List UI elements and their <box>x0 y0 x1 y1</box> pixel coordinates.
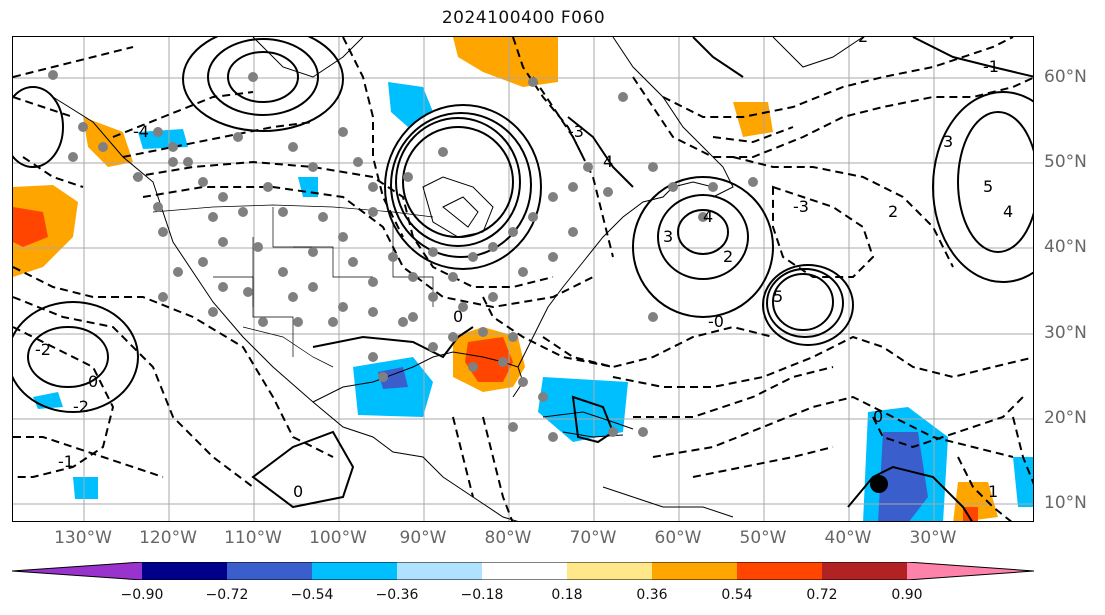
colorbar-tick: −0.72 <box>205 587 249 603</box>
mid-blue-fill-atlantic <box>878 432 928 521</box>
colorbar-tick: 0.90 <box>891 587 923 603</box>
red-fill-south <box>963 507 978 521</box>
colorbar-segment <box>482 562 567 580</box>
dashed-contours <box>13 37 1033 521</box>
blue-fill-caribbean <box>538 377 628 442</box>
orange-fill-northeast <box>453 37 558 87</box>
lat-label: 50°N <box>1044 152 1087 172</box>
lon-label: 80°W <box>484 528 532 548</box>
lon-label: 60°W <box>654 528 702 548</box>
colorbar-segment <box>12 562 142 580</box>
contour-label: -3 <box>793 197 809 216</box>
contour-label: 5 <box>983 177 993 196</box>
lat-label: 60°N <box>1044 67 1087 87</box>
colorbar <box>12 562 1034 580</box>
contour-label: -1 <box>58 452 74 471</box>
shaded-fields <box>13 37 1033 521</box>
lon-label: 30°W <box>909 528 957 548</box>
blue-fill-right <box>1013 457 1033 507</box>
contour-label: -2 <box>35 340 51 359</box>
lon-label: 120°W <box>139 528 197 548</box>
contour-label: 0 <box>453 307 463 326</box>
contour-label: -4 <box>133 122 149 141</box>
red-fill-west <box>13 207 48 247</box>
contour-label: 3 <box>943 132 953 151</box>
colorbar-segment <box>227 562 312 580</box>
contour-label: 3 <box>663 227 673 246</box>
lat-label: 30°N <box>1044 323 1087 343</box>
contour-label: 2 <box>723 247 733 266</box>
highlight-station <box>870 475 888 493</box>
map-panel: 0 0 0 0 -1 -2 -0 4 5 3 3 5 2 2 -3 -4 -3 … <box>12 36 1034 522</box>
station-markers <box>48 70 758 442</box>
colorbar-tick: −0.36 <box>375 587 419 603</box>
contour-label: -0 <box>708 312 724 331</box>
contour-label: 0 <box>873 407 883 426</box>
lon-label: 50°W <box>739 528 787 548</box>
mid-blue-fill-mexico <box>378 367 408 389</box>
colorbar-tick: 0.18 <box>551 587 583 603</box>
lon-label: 100°W <box>309 528 367 548</box>
contour-label: -2 <box>73 397 89 416</box>
contour-label: 5 <box>773 287 783 306</box>
contour-label: 2 <box>858 37 868 46</box>
colorbar-segment <box>312 562 397 580</box>
graticule <box>13 37 1033 521</box>
colorbar-segment <box>142 562 227 580</box>
lon-label: 130°W <box>54 528 112 548</box>
contour-label: -1 <box>983 57 999 76</box>
contour-label: 0 <box>293 482 303 501</box>
colorbar-segment <box>907 562 1034 580</box>
blue-fill-hudson <box>388 82 433 127</box>
blue-fill-small-3 <box>73 477 98 499</box>
solid-contours <box>13 37 1033 521</box>
contour-label: 0 <box>88 372 98 391</box>
lat-label: 20°N <box>1044 408 1087 428</box>
contour-label: 1 <box>988 482 998 501</box>
colorbar-tick: 0.54 <box>721 587 753 603</box>
map-svg: 0 0 0 0 -1 -2 -0 4 5 3 3 5 2 2 -3 -4 -3 … <box>13 37 1033 521</box>
orange-fill-atlantic <box>733 102 773 137</box>
colorbar-tick: 0.36 <box>636 587 668 603</box>
colorbar-tick: −0.18 <box>460 587 504 603</box>
lon-label: 70°W <box>569 528 617 548</box>
colorbar-segment <box>397 562 482 580</box>
lon-label: 90°W <box>399 528 447 548</box>
colorbar-segment <box>652 562 737 580</box>
colorbar-segment <box>567 562 652 580</box>
lat-label: 40°N <box>1044 237 1087 257</box>
contour-label: 4 <box>703 207 713 226</box>
colorbar-tick: −0.54 <box>290 587 334 603</box>
lon-label: 110°W <box>224 528 282 548</box>
colorbar-segment <box>822 562 907 580</box>
lat-label: 10°N <box>1044 493 1087 513</box>
contour-label: -3 <box>568 122 584 141</box>
colorbar-tick: −0.90 <box>120 587 164 603</box>
lon-label: 40°W <box>824 528 872 548</box>
borders <box>152 204 434 368</box>
contour-label: 4 <box>603 152 613 171</box>
red-fill-gulf <box>465 337 513 382</box>
blue-fill-small-2 <box>33 392 63 409</box>
contour-label: 4 <box>1003 202 1013 221</box>
contour-label: 2 <box>888 202 898 221</box>
colorbar-tick: 0.72 <box>806 587 838 603</box>
colorbar-segment <box>737 562 822 580</box>
map-title: 2024100400 F060 <box>441 8 606 28</box>
